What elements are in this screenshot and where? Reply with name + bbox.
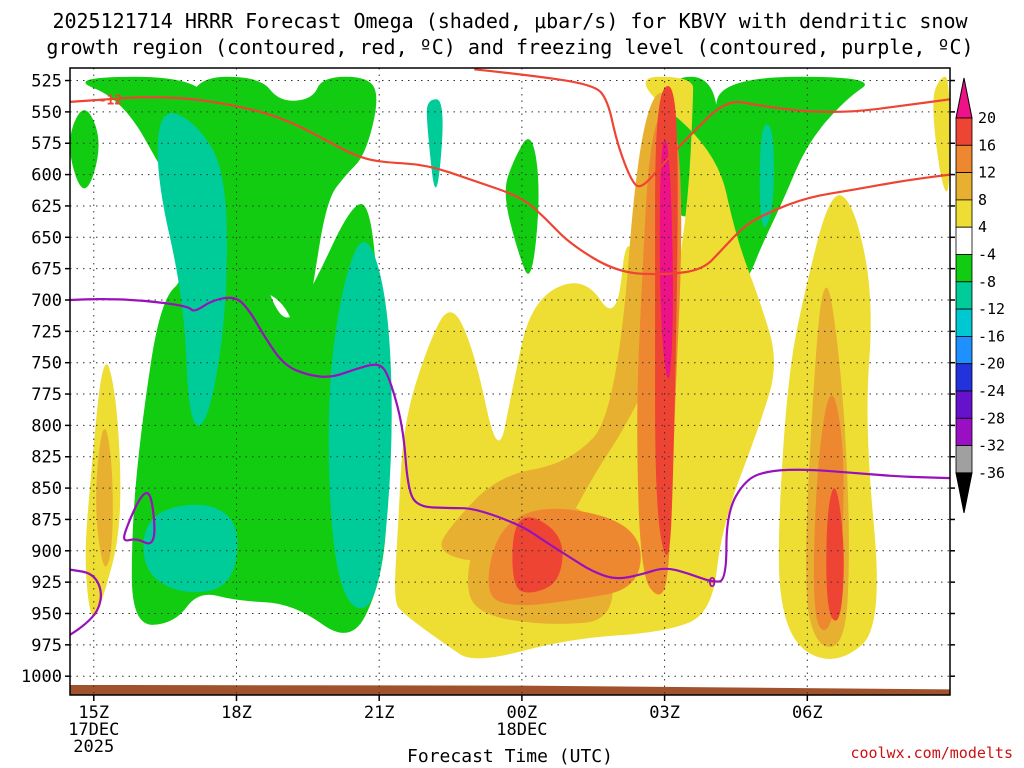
dendritic-contour-label: -12 xyxy=(99,93,122,108)
x-tick-label-1-0: 15Z xyxy=(78,703,109,723)
x-tick-label-13-0: 03Z xyxy=(649,703,680,723)
omega-red-area-1 xyxy=(512,517,563,593)
omega-green-area-2 xyxy=(505,139,539,274)
y-tick-label-600: 600 xyxy=(31,166,62,186)
y-tick-label-825: 825 xyxy=(31,448,62,468)
x-axis-label: Forecast Time (UTC) xyxy=(407,746,613,767)
colorbar-band-7 xyxy=(955,308,973,337)
y-tick-label-900: 900 xyxy=(31,542,62,562)
y-tick-label-1000: 1000 xyxy=(21,667,62,687)
x-tick-label-4-0: 18Z xyxy=(221,703,252,723)
colorbar-label--20: -20 xyxy=(978,355,1005,373)
plot-grid xyxy=(70,68,950,695)
contour-lines: -12 0 xyxy=(70,68,950,636)
y-tick-label-775: 775 xyxy=(31,385,62,405)
omega-cyan-area-1 xyxy=(143,504,238,593)
x-tick-label-7-0: 21Z xyxy=(364,703,395,723)
x-tick-label-1-1: 17DEC xyxy=(68,720,119,740)
dendritic-contour-0 xyxy=(70,96,950,276)
omega-green-area-4 xyxy=(707,76,865,300)
y-tick-label-525: 525 xyxy=(31,72,62,92)
freezing-contour-label: 0 xyxy=(708,576,716,591)
y-tick-label-800: 800 xyxy=(31,416,62,436)
colorbar-label--36: -36 xyxy=(978,464,1005,482)
colorbar-label-12: 12 xyxy=(978,164,996,182)
y-tick-label-725: 725 xyxy=(31,322,62,342)
y-tick-label-575: 575 xyxy=(31,134,62,154)
y-tick-label-975: 975 xyxy=(31,636,62,656)
plot-frame xyxy=(69,67,951,696)
omega-magenta-area-0 xyxy=(659,139,673,379)
colorbar-top-arrow xyxy=(955,77,973,119)
colorbar: 20 16 12 8 4 -4 -8 -12 -16 -20 -24 -28 -32 -36 xyxy=(955,77,1005,513)
colorbar-bottom-arrow xyxy=(955,472,973,513)
y-tick-label-625: 625 xyxy=(31,197,62,217)
x-tick-label-10-1: 18DEC xyxy=(496,720,547,740)
omega-shading xyxy=(70,76,950,659)
source-credit: coolwx.com/modelts xyxy=(850,744,1013,762)
colorbar-band-6 xyxy=(955,281,973,310)
colorbar-band-8 xyxy=(955,335,973,365)
y-tick-label-950: 950 xyxy=(31,604,62,624)
omega-cyan-area-2 xyxy=(328,241,392,609)
colorbar-label--32: -32 xyxy=(978,437,1005,455)
dendritic-contour-1 xyxy=(474,68,950,188)
omega-cyan-area-4 xyxy=(759,124,774,228)
freezing-contour-1 xyxy=(70,568,102,636)
omega-yellow-area-3 xyxy=(933,76,950,192)
y-tick-label-850: 850 xyxy=(31,479,62,499)
omega-cyan-area-0 xyxy=(157,112,227,426)
colorbar-label-8: 8 xyxy=(978,191,987,209)
omega-red-area-2 xyxy=(826,488,844,621)
omega-green-area-1 xyxy=(70,110,99,189)
y-tick-label-700: 700 xyxy=(31,291,62,311)
colorbar-label-16: 16 xyxy=(978,136,996,154)
freezing-contour-2 xyxy=(123,491,156,545)
y-tick-label-875: 875 xyxy=(31,510,62,530)
colorbar-label--4: -4 xyxy=(978,246,996,264)
colorbar-band-10 xyxy=(955,390,973,419)
colorbar-label--28: -28 xyxy=(978,409,1005,427)
colorbar-band-9 xyxy=(955,363,973,392)
y-tick-label-550: 550 xyxy=(31,103,62,123)
surface-terrain xyxy=(70,684,950,695)
colorbar-band-5 xyxy=(955,254,973,283)
colorbar-band-11 xyxy=(955,417,973,446)
x-tick-label-16-0: 06Z xyxy=(792,703,823,723)
y-tick-label-650: 650 xyxy=(31,228,62,248)
colorbar-label-4: 4 xyxy=(978,218,987,236)
colorbar-label--24: -24 xyxy=(978,382,1005,400)
y-tick-label-750: 750 xyxy=(31,354,62,374)
colorbar-band-1 xyxy=(955,144,973,174)
colorbar-label-20: 20 xyxy=(978,109,996,127)
chart-title-line-2: growth region (contoured, red, ºC) and f… xyxy=(46,35,973,59)
x-tick-label-1-2: 2025 xyxy=(73,737,114,757)
colorbar-band-3 xyxy=(955,199,973,228)
y-tick-label-675: 675 xyxy=(31,260,62,280)
freezing-contour-0 xyxy=(70,296,950,583)
x-tick-label-10-0: 00Z xyxy=(507,703,538,723)
colorbar-band-12 xyxy=(955,445,973,474)
colorbar-label--16: -16 xyxy=(978,327,1005,345)
omega-amber-area-0 xyxy=(96,428,113,567)
y-tick-label-925: 925 xyxy=(31,573,62,593)
colorbar-band-2 xyxy=(955,172,973,201)
chart-title-line-1: 2025121714 HRRR Forecast Omega (shaded, … xyxy=(52,9,968,33)
colorbar-band-0 xyxy=(955,117,973,146)
colorbar-label--8: -8 xyxy=(978,273,996,291)
y-axis-ticks: 525 550 575 600 625 650 675 700 725 750 775 800 825 8… xyxy=(21,72,955,687)
surface-layer xyxy=(70,684,950,695)
colorbar-band-4 xyxy=(955,226,973,255)
colorbar-label--12: -12 xyxy=(978,300,1005,318)
